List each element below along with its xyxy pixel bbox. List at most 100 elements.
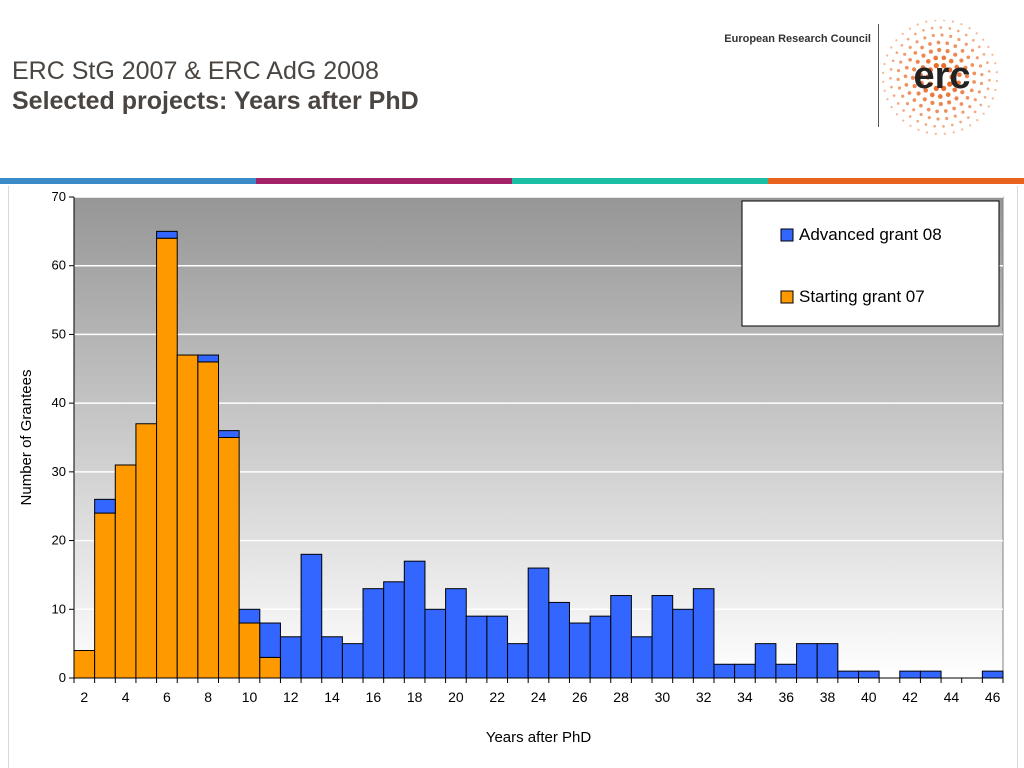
logo-dot [963,82,968,87]
logo-dot [939,26,943,29]
logo-dot [919,112,923,117]
logo-dot [966,55,971,60]
logo-dot [900,44,904,47]
bar-advanced-grant-08 [796,643,818,679]
logo-dot [942,125,945,128]
logo-dot [912,108,916,112]
chart-legend: Advanced grant 08 Starting grant 07 [741,200,1000,327]
logo-dot [925,20,928,23]
logo-dot [947,100,952,105]
x-tick-label: 40 [861,689,877,705]
logo-dot [882,71,885,74]
logo-dot [930,26,934,30]
logo-dot [994,88,997,92]
x-tick-label: 8 [204,689,212,705]
logo-dot [975,32,978,35]
legend-label: Starting grant 07 [799,287,925,306]
bar-advanced-grant-08 [527,567,550,679]
chart-panel: 0 10 20 30 40 50 60 70 2 4 6 8 10 12 14 16 18 20 22 24 26 28 3… [8,186,1018,768]
logo-dot [991,97,994,100]
band-segment-magenta [256,178,512,184]
logo-dot [928,49,933,54]
logo-dot [954,96,959,101]
logo-dot [915,59,920,64]
logo-dot [977,90,981,94]
x-tick-label: 2 [80,689,88,705]
y-tick-label: 40 [52,395,66,410]
logo-dot [943,20,946,22]
logo-dot [947,67,953,73]
logo-dot [896,77,900,81]
logo-dot [988,78,991,82]
logo-dot [907,91,912,95]
logo-dot [959,120,962,124]
x-tick-label: 18 [407,689,423,705]
y-tick-label: 30 [52,464,66,479]
logo-dot [933,63,939,69]
x-tick-label: 44 [944,689,960,705]
logo-dot [883,62,886,66]
bar-advanced-grant-08 [775,663,798,679]
bar-advanced-grant-08 [837,670,859,679]
logo-dot [954,64,960,70]
bar-starting-grant-07 [259,656,281,679]
logo-dot [895,39,898,42]
logo-dot [937,94,943,99]
logo-dot [896,102,900,105]
logo-dot [890,106,893,109]
logo-dot [979,103,983,107]
bar-advanced-grant-08 [279,636,302,679]
logo-dot [934,132,937,135]
logo-dot [903,74,908,79]
logo-dot [889,68,893,71]
logo-dot [919,80,924,86]
logo-dot [934,20,937,22]
logo-dot [901,32,904,35]
x-tick-label: 4 [122,689,130,705]
logo-dot [957,37,961,42]
logo-dot [956,29,960,33]
logo-dot [895,51,899,55]
bar-advanced-grant-08 [630,636,653,679]
bar-starting-grant-07 [176,354,199,679]
bar-advanced-grant-08 [568,622,591,679]
logo-dot [941,85,947,91]
logo-dot [940,33,944,37]
logo-dot [917,128,920,131]
logo-dot [920,45,924,50]
bar-advanced-grant-08 [486,615,509,679]
logo-dot [908,115,912,118]
x-tick-label: 6 [163,689,171,705]
logo-dot [901,94,905,98]
logo-dot [957,72,962,78]
logo-dot [949,74,955,80]
x-tick-label: 14 [324,689,340,705]
logo-dot [892,94,896,97]
logo-dot [916,91,921,96]
logo-dot [938,101,943,107]
logo-dot [899,60,903,64]
logo-dot [924,123,928,126]
slide-subtitle: Selected projects: Years after PhD [12,87,419,115]
logo-dot [968,105,972,109]
logo-dot [926,107,931,112]
logo-dot [995,80,998,83]
bar-advanced-grant-08 [507,643,529,679]
logo-dot [978,64,983,68]
bar-starting-grant-07 [114,464,137,679]
logo-dot [933,124,936,128]
logo-dot [903,52,907,56]
y-tick-label: 10 [52,601,66,616]
logo-dot [950,123,954,127]
logo-dot [947,81,953,87]
logo-dot [916,23,919,26]
x-tick-label: 26 [572,689,588,705]
logo-dot [952,131,955,134]
logo-dot [910,75,916,80]
logo-dot [991,53,994,56]
logo-dot [953,52,958,57]
logo-dot [923,36,927,40]
logo-dot [933,55,939,61]
bar-starting-grant-07 [197,361,220,679]
